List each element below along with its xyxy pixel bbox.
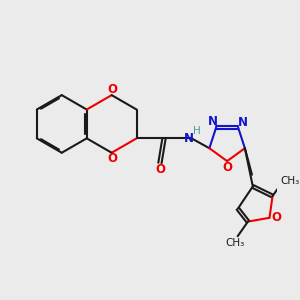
Text: O: O: [107, 152, 117, 165]
Text: CH₃: CH₃: [225, 238, 244, 248]
Text: O: O: [155, 164, 165, 176]
Text: H: H: [193, 127, 201, 136]
Text: N: N: [238, 116, 248, 129]
Text: N: N: [208, 116, 218, 128]
Text: N: N: [184, 132, 194, 145]
Text: O: O: [107, 82, 117, 96]
Text: CH₃: CH₃: [281, 176, 300, 187]
Text: O: O: [272, 211, 281, 224]
Text: O: O: [222, 161, 232, 175]
